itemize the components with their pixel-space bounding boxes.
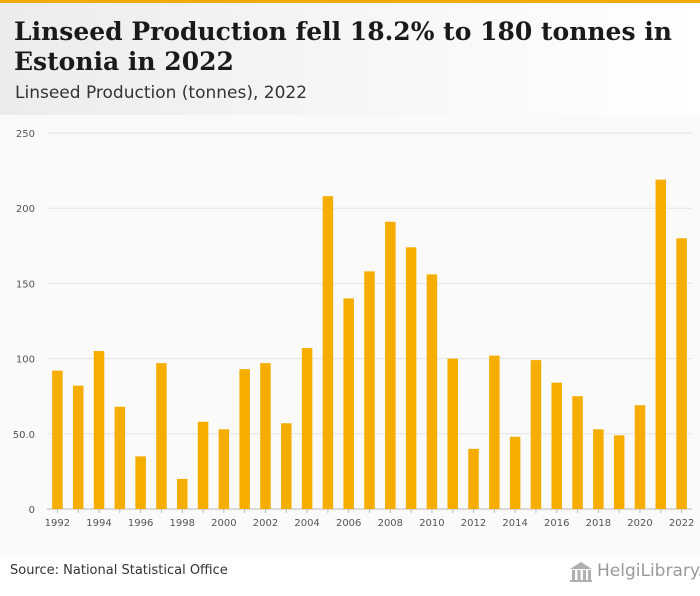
x-tick-label: 2002 xyxy=(253,518,278,529)
bar xyxy=(114,406,126,509)
bar xyxy=(72,385,84,509)
bar xyxy=(343,298,354,509)
x-tick-label: 2012 xyxy=(461,518,486,529)
bar xyxy=(260,363,271,509)
y-tick-label: 250 xyxy=(16,129,35,140)
x-tick-label: 2008 xyxy=(378,518,403,529)
bar xyxy=(197,421,209,509)
y-tick-label: 100 xyxy=(16,355,35,366)
x-tick-label: 1992 xyxy=(45,518,70,529)
y-tick-label: 50.0 xyxy=(13,430,35,441)
source-note: Source: National Statistical Office xyxy=(10,563,228,578)
x-tick-label: 2016 xyxy=(544,518,569,529)
x-tick-label: 2014 xyxy=(502,518,527,529)
chart-header: Linseed Production fell 18.2% to 180 ton… xyxy=(0,3,700,115)
x-tick-label: 2020 xyxy=(627,518,652,529)
x-tick-label: 2018 xyxy=(586,518,611,529)
bar xyxy=(613,435,625,509)
bar xyxy=(509,436,521,509)
bar xyxy=(135,456,146,509)
bar xyxy=(322,196,334,509)
bar xyxy=(530,360,542,509)
bar xyxy=(655,179,667,509)
bar xyxy=(176,478,188,509)
x-tick-label: 1998 xyxy=(170,518,195,529)
bar xyxy=(634,405,646,509)
bar xyxy=(385,221,396,509)
bar xyxy=(364,271,375,509)
bar xyxy=(301,348,313,509)
bar xyxy=(405,247,417,509)
bar xyxy=(551,382,563,509)
bar xyxy=(156,363,167,509)
top-accent-bar xyxy=(0,0,700,3)
x-tick-label: 2004 xyxy=(294,518,319,529)
logo-text: HelgiLibrary. xyxy=(597,561,700,581)
bar xyxy=(426,274,438,509)
bar xyxy=(447,358,458,509)
chart-title: Linseed Production fell 18.2% to 180 ton… xyxy=(14,17,672,76)
bar xyxy=(676,238,687,509)
bar xyxy=(239,369,250,509)
library-building-icon xyxy=(570,562,592,582)
x-tick-label: 2006 xyxy=(336,518,361,529)
bar xyxy=(489,355,500,509)
bar xyxy=(593,429,604,509)
y-tick-label: 200 xyxy=(16,204,35,215)
x-tick-label: 1996 xyxy=(128,518,153,529)
bar xyxy=(93,351,105,509)
y-tick-label: 150 xyxy=(16,279,35,290)
bar-chart: 0 50.0 100 150 200 250 1992 1994 1996 1998 2000 200… xyxy=(13,129,695,529)
helgi-library-logo[interactable]: HelgiLibrary. xyxy=(569,559,700,585)
bar xyxy=(52,370,63,509)
y-tick-label: 0 xyxy=(29,505,35,516)
bar xyxy=(281,423,292,509)
x-tick-label: 2010 xyxy=(419,518,444,529)
x-tick-label: 1994 xyxy=(86,518,111,529)
bar xyxy=(218,429,230,509)
chart-subtitle: Linseed Production (tonnes), 2022 xyxy=(15,83,308,103)
bar xyxy=(572,396,583,509)
bar xyxy=(468,448,479,509)
x-tick-label: 2022 xyxy=(669,518,694,529)
x-tick-label: 2000 xyxy=(211,518,236,529)
